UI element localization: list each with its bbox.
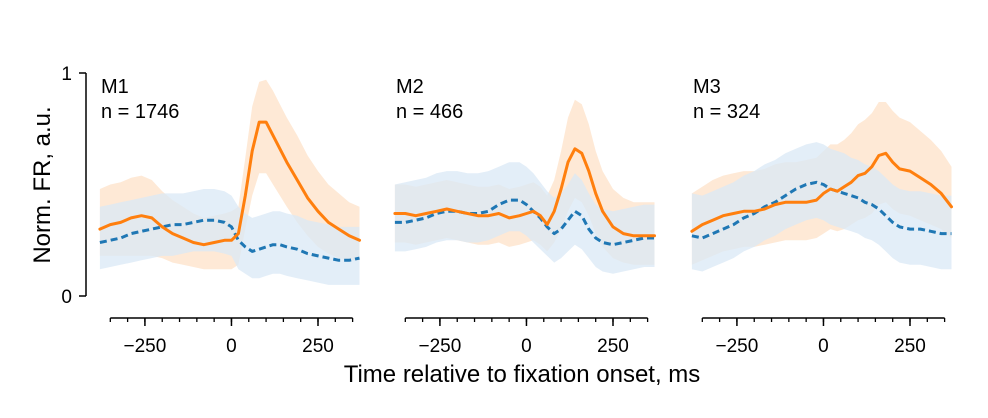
panel-n-label: n = 466 [396, 101, 463, 123]
x-tick-label: −250 [716, 336, 759, 357]
panel-title: M1 [101, 76, 129, 98]
band-dashed-m1 [99, 189, 360, 285]
panel-title: M2 [396, 76, 424, 98]
line-dashed-m2 [394, 198, 655, 247]
line-solid-m2 [393, 147, 656, 238]
x-axis-m2: −250 0 250 [404, 317, 649, 357]
line-solid-m3 [690, 151, 953, 233]
panels: −250 0 250 M1 n = 1746 −250 0 250 M2 n = 466 −250 0… [98, 76, 953, 357]
x-tick-label: 0 [818, 336, 829, 357]
panel-title: M3 [693, 76, 721, 98]
x-axis-m1: −250 0 250 [109, 317, 354, 357]
x-axis-m3: −250 0 250 [701, 317, 946, 357]
x-tick-label: 250 [597, 336, 629, 357]
panel-m1: −250 0 250 M1 n = 1746 [98, 76, 361, 357]
x-tick-label: −250 [419, 336, 462, 357]
y-axis-title: Norm. FR, a.u. [29, 106, 56, 263]
x-tick-label: −250 [124, 336, 167, 357]
x-tick-label: 0 [521, 336, 532, 357]
y-axis: 1 0 Norm. FR, a.u. [29, 64, 87, 308]
y-tick-label-bottom: 0 [61, 287, 72, 308]
band-dashed-m2 [394, 162, 655, 274]
panel-m2: −250 0 250 M2 n = 466 [393, 76, 656, 357]
x-axis-title: Time relative to fixation onset, ms [344, 361, 701, 388]
panel-m3: −250 0 250 M3 n = 324 [690, 76, 953, 357]
band-dashed-m3 [691, 142, 952, 272]
x-tick-label: 250 [302, 336, 334, 357]
x-tick-label: 0 [226, 336, 237, 357]
panel-n-label: n = 1746 [101, 101, 179, 123]
line-dashed-m1 [99, 218, 360, 262]
y-tick-label-top: 1 [61, 64, 72, 85]
panel-n-label: n = 324 [693, 101, 760, 123]
line-solid-m1 [98, 120, 361, 247]
x-tick-label: 250 [894, 336, 926, 357]
